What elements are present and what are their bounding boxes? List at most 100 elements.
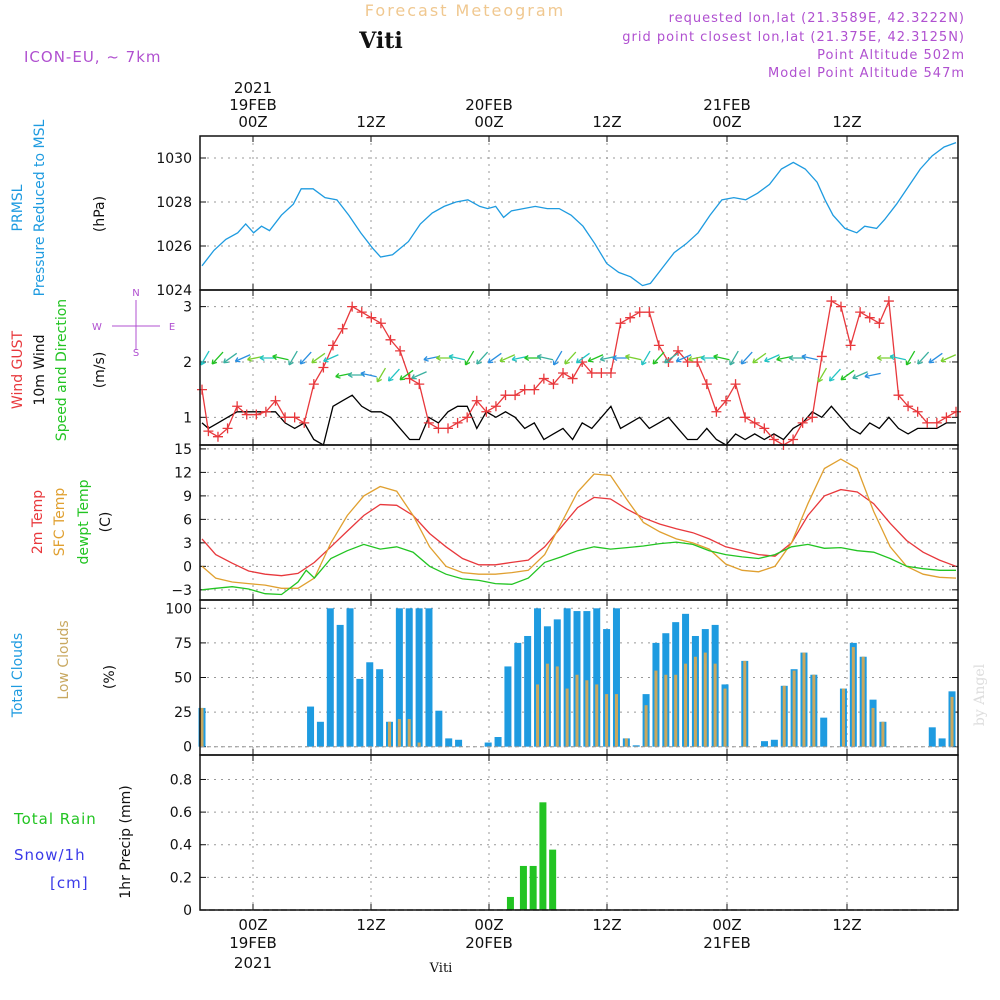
top-hour-label: 00Z (712, 113, 741, 131)
low-cloud-bar (417, 742, 421, 747)
wind-direction-arrow (234, 354, 251, 363)
bottom-hour-label: 00Z (712, 916, 741, 934)
gust-marker (241, 409, 252, 420)
y-tick-label: 1030 (156, 151, 192, 167)
gust-marker (951, 406, 961, 417)
wind-gust-line (201, 298, 957, 446)
wind-direction-arrow (729, 350, 739, 366)
bottom-hour-label: 00Z (474, 916, 503, 934)
clouds-panel: 0 25 50 75 100 (165, 599, 959, 756)
gust-marker (222, 423, 233, 434)
bottom-hour-label: 12Z (832, 916, 861, 934)
low-cloud-bar (684, 663, 688, 747)
gust-marker (673, 345, 684, 356)
y-tick-label: 100 (165, 601, 192, 617)
wind-direction-arrow (288, 350, 298, 366)
pressure-unit: (hPa) (92, 196, 108, 232)
total-cloud-bar (524, 635, 532, 747)
wind-direction-arrow (499, 354, 516, 363)
bottom-date-label: 19FEB (229, 934, 276, 952)
y-tick-label: 12 (174, 465, 192, 481)
top-date-label: 21FEB (703, 96, 750, 114)
wind-direction-arrow (713, 354, 730, 361)
gust-marker (510, 390, 521, 401)
total-cloud-bar (603, 629, 611, 747)
rain-bar (529, 865, 537, 910)
wind-direction-arrow (905, 350, 916, 366)
wind-direction-arrow (347, 371, 365, 379)
gust-marker (893, 390, 904, 401)
wind-direction-arrow (524, 354, 541, 362)
gust-marker (931, 417, 942, 428)
gust-marker (366, 312, 377, 323)
total-cloud-bar (445, 738, 453, 747)
gust-marker (701, 379, 712, 390)
total-cloud-bar (563, 608, 571, 747)
pressure-frame (199, 135, 959, 291)
low-cloud-bar (851, 647, 855, 747)
temp-unit: (C) (98, 512, 114, 533)
y-tick-label: 15 (174, 442, 192, 458)
gust-marker (874, 318, 885, 329)
gust-marker (327, 340, 338, 351)
gust-marker (433, 423, 444, 434)
gust-marker (711, 406, 722, 417)
y-tick-label: 1026 (156, 239, 192, 255)
gust-marker (318, 362, 329, 373)
low-cloud-bar (565, 688, 569, 747)
low-cloud-bar (407, 719, 411, 747)
wind-direction-arrow (476, 351, 489, 365)
y-tick-label: 0 (183, 559, 192, 575)
rain-bar (519, 865, 527, 910)
precip-snow-label: Snow/1h (14, 846, 86, 864)
gust-marker (596, 368, 607, 379)
gust-marker (443, 423, 454, 434)
bottom-date-label: 21FEB (703, 934, 750, 952)
total-cloud-bar (346, 608, 354, 747)
gust-marker (356, 307, 367, 318)
gust-marker (203, 426, 214, 437)
gust-marker (625, 312, 636, 323)
top-date-label: 20FEB (465, 96, 512, 114)
y-tick-label: 0.2 (170, 870, 192, 886)
wind-direction-arrow (764, 354, 780, 363)
wind-direction-arrow (664, 352, 679, 364)
gust-marker (558, 368, 569, 379)
wind-direction-arrow (536, 354, 554, 361)
top-date-label: 19FEB (229, 96, 276, 114)
total-cloud-bar (928, 727, 936, 747)
wind-direction-arrow (564, 351, 577, 365)
total-cloud-bar (336, 624, 344, 747)
low-cloud-bar (388, 721, 391, 747)
gust-marker (375, 318, 386, 329)
low-cloud-bar (605, 694, 609, 747)
gust-marker (490, 401, 501, 412)
temp-2m-line (201, 488, 957, 577)
gust-marker (299, 417, 310, 428)
wind-direction-arrow (801, 354, 818, 361)
temp-dewpt-line (201, 541, 956, 596)
pressure-line (201, 141, 957, 287)
wind-direction-arrow (612, 354, 629, 362)
bottom-hour-label: 12Z (592, 916, 621, 934)
total-cloud-bar (761, 741, 768, 747)
gust-marker (922, 417, 933, 428)
total-cloud-bar (514, 642, 522, 747)
watermark: by Angel (972, 663, 988, 726)
precip-frame (199, 754, 959, 911)
gust-marker (644, 307, 655, 318)
wind-direction-arrow (828, 368, 841, 382)
compass-west: W (92, 322, 102, 333)
y-tick-label: 0.8 (170, 772, 192, 788)
gust-marker (864, 312, 875, 323)
gust-marker (251, 409, 262, 420)
bottom-date-label: 20FEB (465, 934, 512, 952)
gust-marker (232, 401, 243, 412)
total-cloud-bar (435, 710, 443, 747)
y-tick-label: 0 (183, 740, 192, 756)
wind-direction-arrow (360, 371, 377, 378)
footer-location: Viti (429, 961, 453, 976)
total-cloud-bar (356, 678, 364, 747)
